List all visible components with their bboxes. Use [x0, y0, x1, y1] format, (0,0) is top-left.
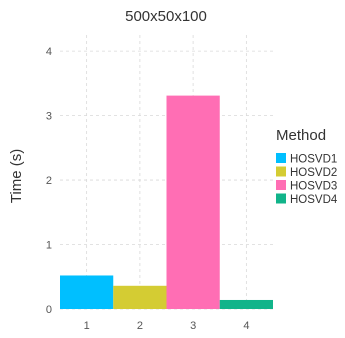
- chart-title: 500x50x100: [125, 8, 207, 25]
- x-tick-label: 3: [190, 320, 196, 332]
- legend-label: HOSVD3: [290, 181, 337, 193]
- legend-swatch: [276, 166, 286, 177]
- legend-title: Method: [276, 127, 326, 144]
- legend-label: HOSVD2: [290, 167, 337, 179]
- legend-swatch: [276, 193, 286, 204]
- x-tick-label: 1: [84, 320, 90, 332]
- legend-label: HOSVD1: [290, 154, 337, 166]
- y-tick-label: 0: [46, 304, 52, 316]
- legend-swatch: [276, 153, 286, 163]
- x-axis-ticks: 1 2 3 4: [84, 320, 250, 332]
- y-tick-label: 2: [46, 175, 52, 187]
- bar-3: [166, 95, 220, 309]
- legend-label: HOSVD4: [290, 194, 338, 206]
- bar-2: [113, 285, 167, 309]
- x-tick-label: 4: [243, 320, 249, 332]
- y-tick-label: 1: [46, 240, 52, 252]
- bar-1: [60, 275, 114, 309]
- bars: [60, 95, 273, 309]
- y-axis-ticks: 0 1 2 3 4: [46, 46, 52, 316]
- y-axis-title: Time (s): [8, 149, 25, 203]
- legend-swatch: [276, 180, 286, 190]
- bar-4: [219, 299, 273, 309]
- x-tick-label: 2: [137, 320, 143, 332]
- y-tick-label: 4: [46, 46, 52, 58]
- y-tick-label: 3: [46, 111, 52, 123]
